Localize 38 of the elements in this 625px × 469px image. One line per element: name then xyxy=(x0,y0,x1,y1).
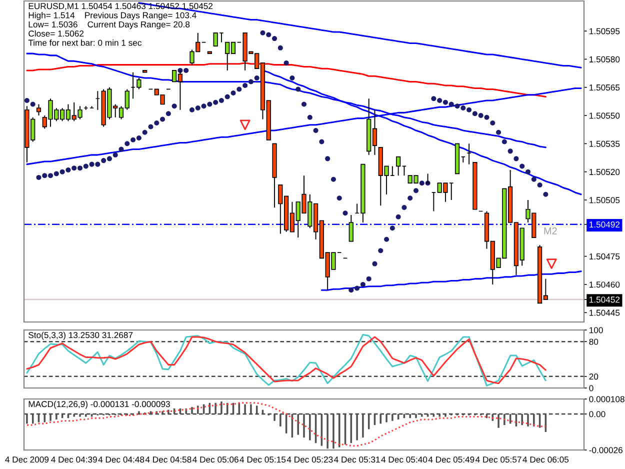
x-tick-label: 4 Dec 04:58 xyxy=(145,456,192,463)
ref-line-label: M2 xyxy=(544,227,557,234)
x-tick-label: 4 Dec 06:05 xyxy=(522,456,569,463)
x-tick-label: 4 Dec 2009 xyxy=(5,456,49,463)
x-tick-label: 4 Dec 05:06 xyxy=(192,456,238,463)
y-tick-label: 1.50460 xyxy=(590,282,620,288)
y-tick-label: 1.50492 xyxy=(590,221,620,228)
annotation: Low= 1.5036 Current Days Range= 20.8 xyxy=(28,21,190,30)
x-tick-label: 4 Dec 05:31 xyxy=(334,456,380,463)
y-tick-label: 20 xyxy=(589,374,598,380)
y-tick-label: 1.50595 xyxy=(590,28,620,34)
y-tick-label: 1.50505 xyxy=(590,197,620,204)
y-tick-label: 1.50565 xyxy=(590,84,620,91)
y-tick-label: 100 xyxy=(590,327,603,334)
x-tick-label: 4 Dec 05:49 xyxy=(428,456,474,463)
chart-title: MACD(12,26,9) -0.000131 -0.000093 xyxy=(28,400,170,409)
y-tick-label: 1.50452 xyxy=(590,296,620,303)
x-tick-label: 4 Dec 04:48 xyxy=(98,456,144,463)
x-tick-label: 4 Dec 05:57 xyxy=(476,456,522,463)
annotation: High= 1.514 Previous Days Range= 103.4 xyxy=(28,12,196,20)
y-tick-label: 0.000108 xyxy=(589,396,624,402)
y-tick-label: 0 xyxy=(589,385,594,392)
x-tick-label: 4 Dec 05:40 xyxy=(381,456,428,463)
x-tick-label: 4 Dec 05:23 xyxy=(286,456,333,463)
y-tick-label: 0.00 xyxy=(589,411,606,418)
y-tick-label: 1.50535 xyxy=(590,140,620,147)
y-tick-label: 80 xyxy=(589,338,598,345)
x-tick-label: 4 Dec 05:15 xyxy=(240,456,286,463)
y-tick-label: -0.00026 xyxy=(589,447,622,454)
x-tick-label: 4 Dec 04:39 xyxy=(51,456,97,463)
y-tick-label: 1.50445 xyxy=(590,310,620,316)
annotation: Time for next bar: 0 min 1 sec xyxy=(28,39,142,46)
y-tick-label: 1.50520 xyxy=(590,168,620,176)
chart-title: Sto(5,3,3) 13.2530 31.2687 xyxy=(28,332,133,340)
y-tick-label: 1.50550 xyxy=(590,112,620,119)
annotation: Close= 1.5062 xyxy=(28,30,84,37)
y-tick-label: 1.50475 xyxy=(590,253,620,260)
y-tick-label: 1.50580 xyxy=(590,56,620,62)
